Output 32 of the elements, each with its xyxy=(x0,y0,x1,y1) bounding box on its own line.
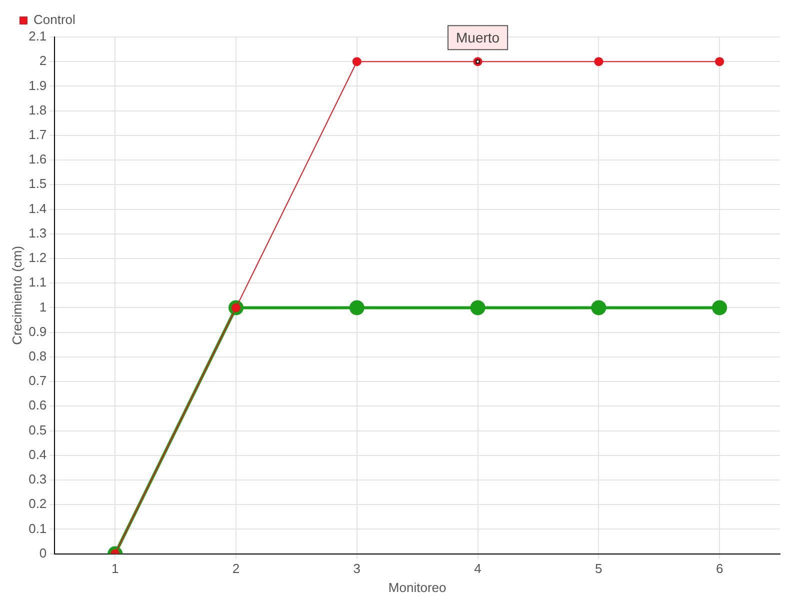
y-tick-label: 0.6 xyxy=(28,398,47,413)
y-tick-label: 0.8 xyxy=(28,348,47,364)
x-tick-label: 1 xyxy=(112,561,119,576)
x-tick-label: 5 xyxy=(595,561,602,576)
y-tick-label: 1.1 xyxy=(28,274,47,290)
y-tick-label: 1.6 xyxy=(28,152,47,167)
x-tick-label: 2 xyxy=(232,561,240,576)
y-tick-label: 0 xyxy=(39,545,47,560)
y-tick-label: 0.1 xyxy=(28,520,47,536)
y-tick-label: 0.2 xyxy=(28,496,47,512)
legend-label: Control xyxy=(34,12,76,28)
y-tick-label: 0.4 xyxy=(28,446,47,462)
y-tick-label: 2.1 xyxy=(28,28,47,44)
y-tick-label: 0.3 xyxy=(28,472,47,487)
y-tick-label: 1.5 xyxy=(28,176,47,192)
y-axis-title: Crecimiento (cm) xyxy=(9,246,24,345)
y-tick-label: 1 xyxy=(39,299,47,314)
y-tick-label: 1.9 xyxy=(28,78,47,93)
y-tick-label: 0.9 xyxy=(28,324,47,339)
y-tick-label: 2 xyxy=(39,53,47,68)
y-tick-label: 1.8 xyxy=(28,102,47,118)
x-axis-title: Monitoreo xyxy=(388,580,446,595)
y-tick-label: 1.4 xyxy=(28,200,47,216)
y-tick-label: 1.7 xyxy=(28,127,47,142)
annotation: Muerto xyxy=(456,29,500,46)
x-tick-label: 4 xyxy=(474,561,482,576)
x-tick-label: 6 xyxy=(716,561,724,576)
x-tick-label: 3 xyxy=(353,561,361,576)
y-tick-label: 0.5 xyxy=(28,422,47,438)
y-tick-label: 0.7 xyxy=(28,373,47,388)
y-tick-label: 1.3 xyxy=(28,225,47,240)
y-tick-label: 1.2 xyxy=(28,250,47,266)
